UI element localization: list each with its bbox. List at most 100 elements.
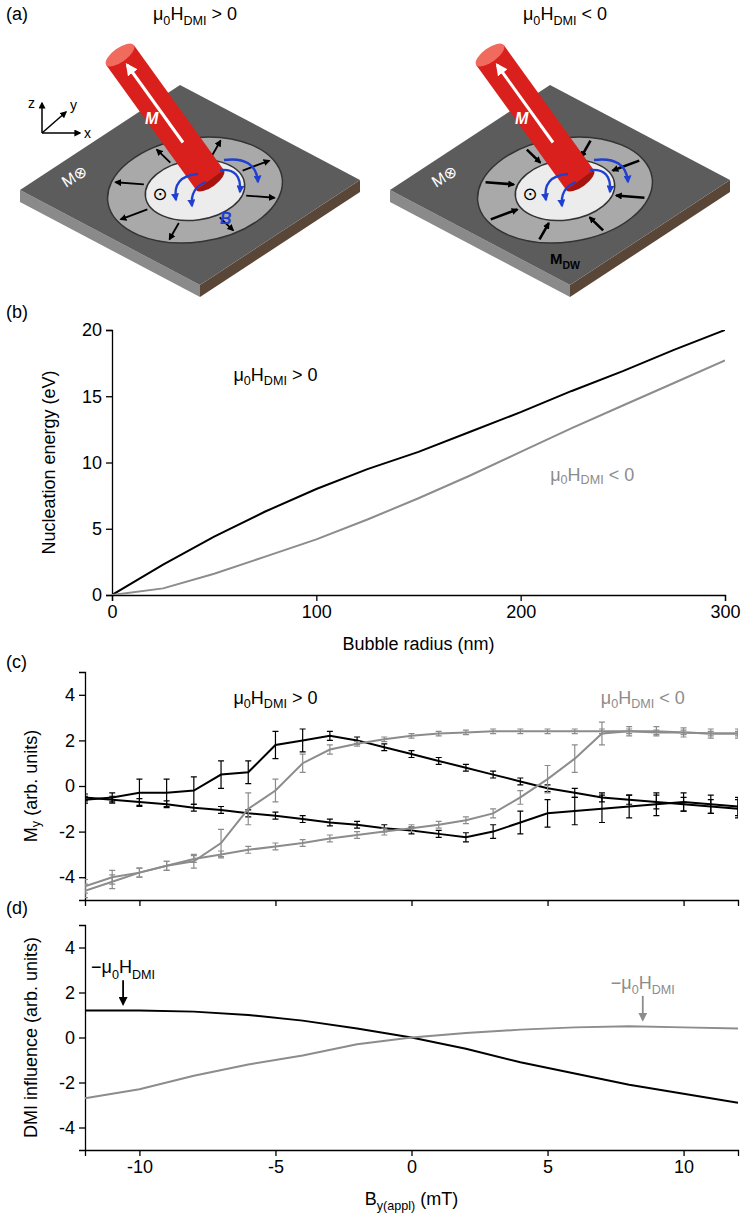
wall-arrow (616, 192, 644, 202)
field-line (594, 159, 628, 182)
panel-title: μ0HDMI > 0 (153, 4, 237, 28)
tick-label: 2 (65, 983, 75, 1003)
text-part: < 0 (576, 4, 607, 24)
text-part: B (365, 1189, 377, 1209)
error-bar (300, 840, 306, 847)
error-bar (653, 793, 659, 816)
axis-line (113, 596, 726, 602)
wall-arrow (490, 209, 518, 219)
x-axis: 0100200300 (107, 595, 740, 622)
error-bar (626, 727, 632, 736)
tick: -4 (59, 867, 85, 887)
error-bar (436, 758, 442, 765)
tick-label: 4 (65, 685, 75, 705)
text-part: DMI (581, 473, 604, 487)
axis-line (106, 331, 113, 596)
tick: 0 (92, 585, 112, 605)
wall-arrow (246, 192, 274, 202)
series-line (85, 731, 738, 891)
tick: 200 (506, 595, 536, 622)
tick-mark (79, 1082, 85, 1083)
film-label: M⊗ (59, 162, 91, 191)
text-part: μ (523, 4, 533, 24)
wall-arrow (537, 223, 550, 239)
magnet-label: M (145, 110, 159, 127)
tick-mark (106, 330, 112, 331)
error-bar (327, 819, 333, 826)
tick-mark (683, 1150, 684, 1156)
axis-arrow (42, 132, 80, 134)
panel-label: (c) (6, 652, 27, 672)
tick-label: 5 (92, 519, 102, 539)
axis-arrow (41, 103, 43, 133)
error-bar (164, 861, 170, 870)
error-bar (463, 833, 469, 842)
series-line (112, 330, 725, 595)
magnet-arrow (127, 65, 183, 142)
axis-name: x (84, 125, 91, 141)
tick-label: 10 (674, 1157, 694, 1177)
field-line (220, 170, 240, 192)
annotation: μ0HDMI > 0 (233, 365, 317, 388)
text-part: < 0 (654, 688, 685, 708)
text-part: > 0 (287, 688, 318, 708)
error-bar (327, 835, 333, 842)
plot-marks (85, 722, 738, 898)
tick-label: 5 (543, 1157, 553, 1177)
error-bar (327, 745, 333, 754)
tick: -5 (268, 1150, 284, 1177)
tick-mark (79, 947, 85, 948)
x-axis-title: By(appl) (mT) (365, 1189, 459, 1213)
magnet (102, 39, 228, 195)
text-part: > 0 (287, 365, 318, 385)
y-axis: -4-2024 (59, 926, 86, 1151)
error-bar (354, 821, 360, 828)
error-bar (218, 761, 224, 788)
tick: 2 (65, 983, 85, 1003)
text-part: H (170, 4, 183, 24)
text-part: DMI (264, 697, 287, 711)
error-bar (490, 729, 496, 734)
text-part: M (550, 250, 563, 267)
tick-label: 0 (65, 1028, 75, 1048)
tick-label: 20 (82, 320, 102, 340)
error-bar (245, 793, 251, 825)
film-label: M⊗ (429, 162, 461, 191)
error-bar (572, 729, 578, 734)
text-part: DMI (264, 374, 287, 388)
error-bar (409, 734, 415, 739)
tick: 15 (82, 387, 112, 407)
error-bar (381, 737, 387, 742)
tick-mark (79, 992, 85, 993)
y-axis-title: Nucleation energy (eV) (39, 370, 59, 554)
error-bar (626, 795, 632, 818)
error-bar (109, 875, 115, 889)
text-part: DMI (631, 697, 654, 711)
wall-arrow (486, 178, 514, 188)
tick: -4 (59, 1118, 85, 1138)
error-bar (218, 851, 224, 858)
error-bar (463, 730, 469, 735)
panel-label: (d) (6, 898, 28, 918)
panel-label: (b) (6, 302, 28, 322)
error-bar (327, 731, 333, 740)
tick-mark (139, 1150, 140, 1156)
text-part: DW (563, 259, 581, 271)
magnet-label: M (515, 110, 529, 127)
text-part: DMI (553, 14, 576, 28)
text-part: −μ (91, 957, 112, 977)
tick: 10 (82, 453, 112, 473)
tick-mark (106, 462, 112, 463)
annotation: μ0HDMI > 0 (233, 688, 317, 711)
error-bar (463, 817, 469, 824)
error-bar (245, 846, 251, 853)
tick-label: -5 (268, 1157, 284, 1177)
core-label: ⊙ (152, 184, 167, 204)
tick (275, 900, 276, 906)
text-part: (mT) (415, 1189, 458, 1209)
magnet-cap (472, 39, 508, 70)
annotation: −μ0HDMI (91, 957, 155, 981)
annotation: −μ0HDMI (611, 973, 675, 997)
tick-label: 300 (710, 602, 740, 622)
text-part: H (540, 4, 553, 24)
